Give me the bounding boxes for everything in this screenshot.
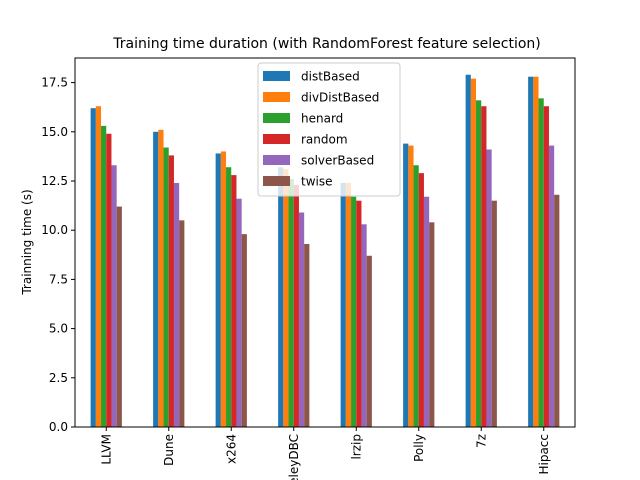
bar	[236, 198, 242, 427]
bar	[403, 143, 409, 427]
bar	[408, 145, 414, 428]
bar	[356, 200, 362, 427]
bar	[179, 220, 185, 427]
x-tick-label: BerkeleyDBC	[287, 434, 301, 480]
legend-label: random	[301, 133, 348, 147]
bar	[283, 169, 289, 427]
bar	[361, 224, 367, 427]
legend-box	[257, 62, 401, 197]
bar	[543, 106, 549, 427]
legend-swatch	[263, 176, 290, 186]
axes-frame	[74, 57, 576, 428]
bar	[413, 165, 419, 428]
bar	[528, 76, 534, 428]
bar	[481, 106, 487, 427]
x-tick-label: 7z	[474, 434, 488, 448]
bar	[304, 243, 310, 427]
y-tick-label: 15.0	[41, 125, 68, 139]
bar	[106, 133, 112, 427]
bar	[241, 234, 247, 427]
bar	[429, 222, 435, 427]
bar	[538, 98, 544, 428]
bar	[423, 196, 430, 427]
bar	[215, 153, 221, 427]
bar	[533, 76, 539, 428]
bar	[293, 184, 299, 427]
bar	[111, 165, 117, 428]
y-tick-label: 10.0	[41, 223, 68, 237]
bar	[95, 106, 102, 427]
bar	[554, 194, 560, 427]
bar	[220, 151, 227, 428]
x-tick-label: Polly	[412, 434, 426, 462]
bar	[366, 255, 372, 427]
bar	[548, 145, 555, 428]
legend-label: henard	[301, 112, 343, 126]
bar	[351, 196, 357, 427]
bar	[476, 100, 482, 427]
bar	[226, 167, 232, 427]
y-tick-label: 12.5	[41, 174, 68, 188]
bar	[298, 212, 305, 427]
bar	[491, 200, 497, 427]
bar	[173, 182, 180, 427]
x-tick-label: LLVM	[99, 434, 113, 465]
bar	[101, 125, 107, 427]
bar	[231, 175, 237, 427]
legend-swatch	[263, 92, 290, 102]
bar	[158, 129, 164, 427]
legend-swatch	[263, 155, 290, 165]
bar	[116, 206, 122, 427]
legend-swatch	[263, 71, 290, 81]
chart-title: Training time duration (with RandomFores…	[112, 36, 541, 52]
y-tick-label: 0.0	[49, 420, 68, 434]
bar	[163, 147, 169, 427]
x-tick-label: Dune	[162, 434, 176, 466]
bar	[153, 131, 159, 428]
bar	[345, 182, 352, 427]
bar	[465, 74, 471, 427]
bar	[288, 179, 294, 427]
bar	[168, 155, 174, 427]
legend-label: solverBased	[301, 154, 374, 168]
bar	[340, 182, 346, 427]
x-tick-label: Hipacc	[537, 434, 551, 475]
bar	[278, 167, 284, 427]
x-tick-label: lrzip	[349, 434, 363, 460]
y-axis-label: Trainning time (s)	[20, 189, 34, 295]
x-tick-label: x264	[224, 434, 238, 464]
bar	[418, 173, 424, 427]
legend-label: twise	[301, 175, 333, 189]
bar	[90, 108, 96, 428]
y-tick-label: 7.5	[49, 272, 68, 286]
bar	[470, 78, 477, 427]
legend-swatch	[263, 113, 290, 123]
y-tick-label: 5.0	[49, 322, 68, 336]
y-tick-label: 2.5	[49, 371, 68, 385]
bar	[486, 149, 492, 427]
y-tick-label: 17.5	[41, 76, 68, 90]
legend-label: distBased	[301, 70, 360, 84]
legend-swatch	[263, 134, 290, 144]
legend-label: divDistBased	[301, 91, 379, 105]
